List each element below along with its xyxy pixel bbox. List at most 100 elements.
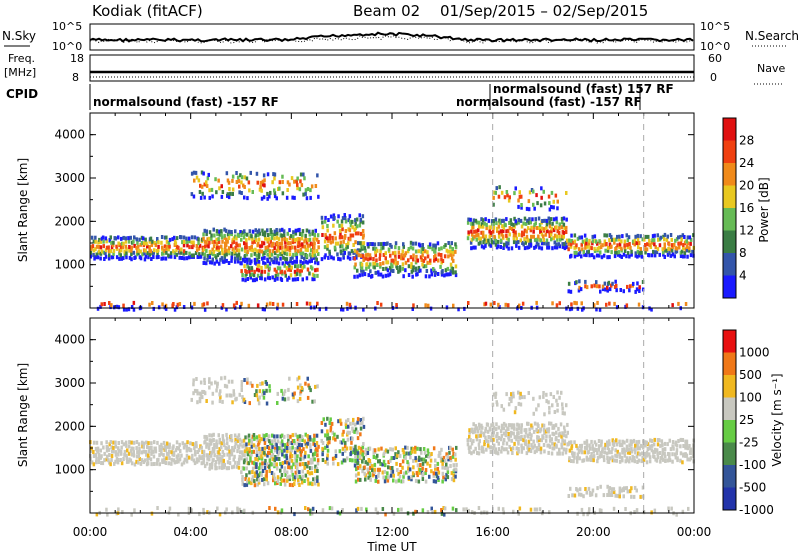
echo-cell (606, 456, 609, 460)
echo-cell (179, 449, 182, 453)
echo-cell (674, 452, 677, 457)
echo-cell (490, 233, 494, 238)
echo-cell (352, 446, 355, 451)
echo-cell (315, 249, 319, 254)
echo-cell (298, 240, 301, 245)
echo-cell (257, 233, 260, 238)
echo-cell (529, 449, 533, 453)
echo-cell (298, 474, 301, 479)
echo-cell (497, 447, 501, 452)
echo-cell (235, 441, 238, 445)
echo-cell (260, 472, 263, 477)
echo-cell (145, 452, 148, 457)
echo-cell (244, 245, 247, 250)
echo-cell (286, 433, 290, 438)
echo-cell (625, 458, 629, 463)
echo-cell (558, 451, 561, 456)
echo-cell (420, 450, 423, 455)
echo-cell (181, 441, 184, 446)
echo-cell (621, 448, 624, 452)
echo-cell (576, 236, 580, 241)
echo-cell (247, 303, 251, 308)
echo-cell (452, 478, 456, 483)
echo-cell (401, 479, 405, 484)
echo-cell (266, 248, 270, 252)
echo-cell (533, 421, 537, 426)
echo-cell (295, 179, 298, 184)
echo-cell (442, 455, 446, 460)
echo-cell (354, 451, 357, 455)
echo-cell (636, 249, 640, 254)
echo-cell (565, 403, 568, 408)
echo-cell (668, 458, 672, 463)
nave-tick-top: 60 (708, 52, 722, 65)
echo-cell (171, 237, 174, 242)
echo-cell (227, 445, 230, 450)
echo-cell (95, 440, 99, 445)
echo-cell (149, 249, 153, 254)
echo-cell (173, 255, 177, 260)
echo-cell (396, 468, 399, 472)
echo-cell (668, 242, 671, 247)
colorbar-segment (723, 253, 736, 276)
echo-cell (546, 245, 549, 250)
echo-cell (473, 234, 476, 239)
echo-cell (508, 195, 511, 200)
echo-cell (203, 377, 206, 382)
echo-cell (291, 195, 294, 200)
echo-cell (306, 477, 310, 482)
echo-cell (527, 220, 531, 225)
echo-cell (210, 381, 213, 386)
echo-cell (192, 458, 196, 463)
echo-cell (223, 383, 227, 388)
echo-cell (286, 241, 290, 245)
echo-cell (440, 260, 443, 265)
echo-cell (436, 475, 440, 480)
echo-cell (533, 507, 537, 512)
echo-cell (137, 442, 141, 447)
echo-cell (548, 234, 551, 238)
echo-cell (445, 305, 449, 310)
echo-cell (157, 255, 160, 259)
echo-cell (255, 238, 258, 243)
echo-cell (394, 241, 398, 246)
echo-cell (504, 423, 508, 428)
echo-cell (360, 253, 363, 258)
echo-cell (270, 257, 273, 262)
echo-cell (129, 448, 133, 453)
echo-cell (258, 395, 261, 400)
echo-cell (345, 419, 348, 424)
echo-cell (626, 238, 630, 243)
echo-cell (311, 399, 314, 404)
echo-cell (174, 241, 178, 246)
echo-cell (359, 418, 363, 422)
echo-cell (308, 435, 312, 440)
echo-cell (304, 233, 307, 238)
echo-cell (556, 402, 559, 407)
echo-cell (399, 463, 402, 467)
echo-cell (605, 233, 609, 238)
echo-cell (580, 447, 583, 452)
echo-cell (289, 256, 292, 261)
echo-cell (580, 450, 584, 455)
echo-cell (623, 239, 627, 244)
echo-cell (347, 241, 350, 246)
echo-cell (480, 224, 483, 229)
echo-cell (95, 512, 99, 517)
echo-cell (443, 512, 446, 517)
echo-cell (115, 304, 119, 309)
echo-cell (330, 255, 333, 260)
echo-cell (416, 473, 419, 478)
echo-cell (414, 249, 418, 254)
echo-cell (288, 252, 292, 257)
echo-cell (172, 249, 175, 254)
echo-cell (366, 461, 369, 466)
echo-cell (326, 243, 329, 248)
echo-cell (207, 244, 210, 249)
echo-cell (120, 461, 124, 466)
echo-cell (292, 234, 295, 239)
echo-cell (154, 449, 158, 454)
echo-cell (305, 444, 308, 449)
echo-cell (243, 458, 246, 463)
